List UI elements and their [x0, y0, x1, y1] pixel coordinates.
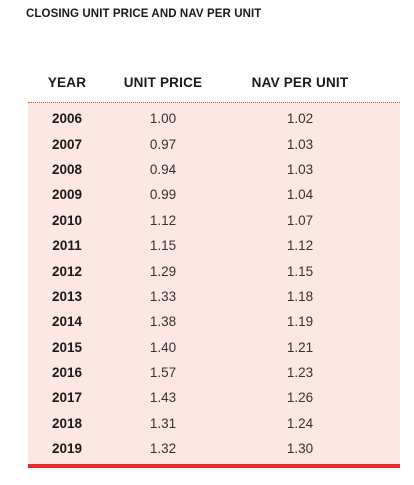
cell-nav-per-unit: 1.26 — [286, 390, 314, 406]
cell-nav-per-unit: 1.04 — [286, 187, 314, 203]
table-row: 2006 1.00 1.02 — [28, 106, 400, 131]
table-row: 2015 1.40 1.21 — [28, 335, 400, 360]
table-header-row: YEAR UNIT PRICE NAV PER UNIT — [28, 62, 400, 102]
cell-unit-price: 0.94 — [149, 161, 177, 177]
cell-year: 2006 — [51, 111, 83, 127]
cell-year: 2018 — [51, 415, 83, 431]
cell-year: 2016 — [51, 365, 83, 381]
cell-unit-price: 1.15 — [149, 238, 177, 254]
cell-unit-price: 1.43 — [149, 390, 177, 406]
cell-year: 2010 — [51, 212, 83, 228]
table-row: 2018 1.31 1.24 — [28, 411, 400, 436]
table-row: 2014 1.38 1.19 — [28, 309, 400, 334]
table-title: CLOSING UNIT PRICE AND NAV PER UNIT — [26, 8, 262, 20]
cell-unit-price: 1.32 — [149, 441, 177, 457]
cell-unit-price: 1.31 — [149, 415, 177, 431]
cell-nav-per-unit: 1.03 — [286, 161, 314, 177]
cell-nav-per-unit: 1.12 — [286, 238, 314, 254]
cell-year: 2012 — [51, 263, 83, 279]
table-row: 2008 0.94 1.03 — [28, 157, 400, 182]
table-row: 2016 1.57 1.23 — [28, 360, 400, 385]
bottom-rule — [28, 464, 400, 469]
cell-nav-per-unit: 1.30 — [286, 441, 314, 457]
cell-year: 2008 — [51, 161, 83, 177]
cell-unit-price: 1.12 — [149, 212, 177, 228]
cell-unit-price: 1.00 — [149, 111, 177, 127]
cell-nav-per-unit: 1.03 — [286, 136, 314, 152]
price-nav-table: YEAR UNIT PRICE NAV PER UNIT 2006 1.00 1.0… — [28, 62, 400, 469]
cell-unit-price: 1.29 — [149, 263, 177, 279]
cell-year: 2009 — [51, 187, 83, 203]
cell-nav-per-unit: 1.02 — [286, 111, 314, 127]
cell-unit-price: 1.33 — [149, 288, 177, 304]
cell-year: 2013 — [51, 288, 83, 304]
cell-year: 2007 — [51, 136, 83, 152]
cell-unit-price: 1.57 — [149, 365, 177, 381]
cell-nav-per-unit: 1.24 — [286, 415, 314, 431]
cell-unit-price: 0.99 — [149, 187, 177, 203]
table-row: 2019 1.32 1.30 — [28, 436, 400, 461]
table-row: 2007 0.97 1.03 — [28, 131, 400, 156]
table-row: 2010 1.12 1.07 — [28, 208, 400, 233]
header-unit-price: UNIT PRICE — [123, 74, 203, 90]
cell-nav-per-unit: 1.18 — [286, 288, 314, 304]
cell-unit-price: 1.38 — [149, 314, 177, 330]
header-nav-per-unit: NAV PER UNIT — [251, 74, 349, 90]
cell-unit-price: 1.40 — [149, 339, 177, 355]
cell-nav-per-unit: 1.15 — [286, 263, 314, 279]
table-body: 2006 1.00 1.02 2007 0.97 1.03 2008 0.94 1.03 2009… — [28, 102, 400, 465]
cell-year: 2019 — [51, 441, 83, 457]
cell-year: 2017 — [51, 390, 83, 406]
cell-nav-per-unit: 1.21 — [286, 339, 314, 355]
cell-unit-price: 0.97 — [149, 136, 177, 152]
header-year: YEAR — [47, 74, 87, 90]
cell-year: 2014 — [51, 314, 83, 330]
cell-year: 2015 — [51, 339, 83, 355]
table-row: 2017 1.43 1.26 — [28, 385, 400, 410]
table-row: 2009 0.99 1.04 — [28, 182, 400, 207]
cell-nav-per-unit: 1.07 — [286, 212, 314, 228]
cell-year: 2011 — [52, 238, 82, 254]
table-row: 2012 1.29 1.15 — [28, 258, 400, 283]
cell-nav-per-unit: 1.23 — [286, 365, 314, 381]
cell-nav-per-unit: 1.19 — [286, 314, 314, 330]
table-row: 2011 1.15 1.12 — [28, 233, 400, 258]
table-row: 2013 1.33 1.18 — [28, 284, 400, 309]
